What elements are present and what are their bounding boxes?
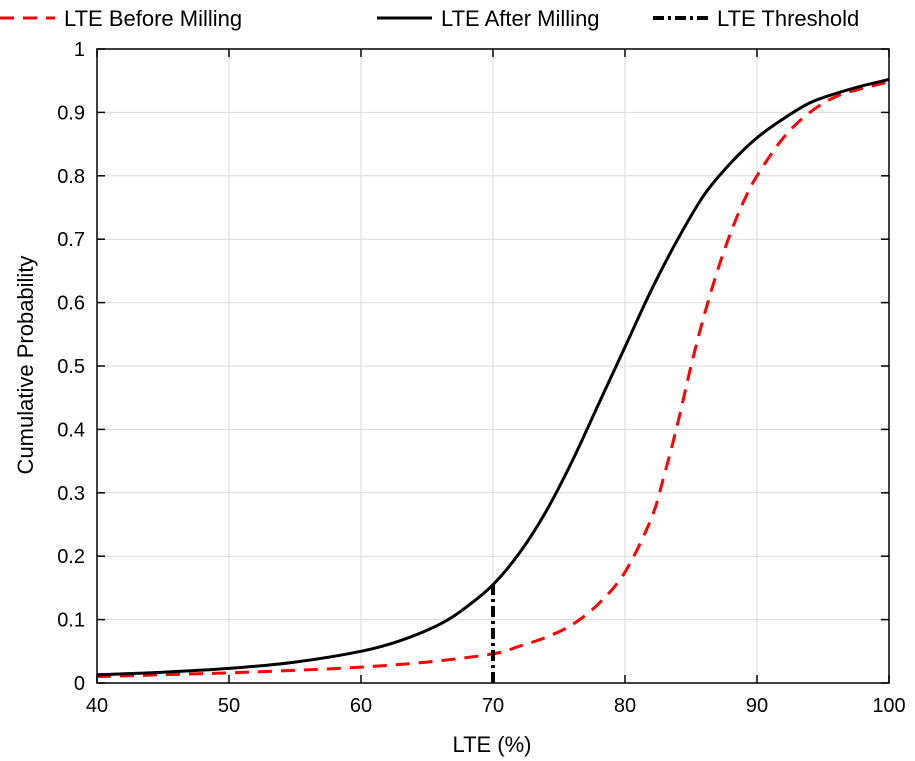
series-line-lte-after-milling	[96, 77, 890, 677]
legend-label: LTE Threshold	[717, 6, 859, 31]
legend-label: LTE After Milling	[441, 6, 600, 31]
x-tick-label: 50	[218, 695, 240, 717]
x-tick-label: 100	[872, 695, 905, 717]
x-tick-label: 90	[746, 695, 768, 717]
y-tick-label: 0.5	[57, 356, 85, 378]
x-axis-label: LTE (%)	[452, 732, 531, 757]
y-tick-label: 0.2	[57, 546, 85, 568]
x-tick-label: 80	[614, 695, 636, 717]
x-tick-label: 40	[86, 695, 108, 717]
series-line-lte-before-milling	[96, 80, 890, 679]
legend: LTE Before Milling LTE After Milling LTE T…	[0, 6, 859, 31]
x-axis-ticks: 40 50 60 70 80 90 100	[86, 49, 906, 717]
x-tick-label: 70	[482, 695, 504, 717]
y-axis-label: Cumulative Probability	[13, 256, 38, 475]
y-tick-label: 0.3	[57, 483, 85, 505]
legend-label: LTE Before Milling	[64, 6, 242, 31]
y-tick-label: 0.1	[57, 610, 85, 632]
x-tick-label: 60	[350, 695, 372, 717]
y-axis-ticks: 0 0.1 0.2 0.3 0.4 0.5 0.6 0.7 0.8 0.9 1	[57, 39, 889, 695]
series-lines	[96, 77, 890, 683]
y-tick-label: 0.6	[57, 293, 85, 315]
y-tick-label: 0.8	[57, 166, 85, 188]
y-tick-label: 0.4	[57, 419, 85, 441]
y-tick-label: 0.9	[57, 102, 85, 124]
y-tick-label: 0	[74, 673, 85, 695]
y-tick-label: 1	[74, 39, 85, 61]
y-tick-label: 0.7	[57, 229, 85, 251]
